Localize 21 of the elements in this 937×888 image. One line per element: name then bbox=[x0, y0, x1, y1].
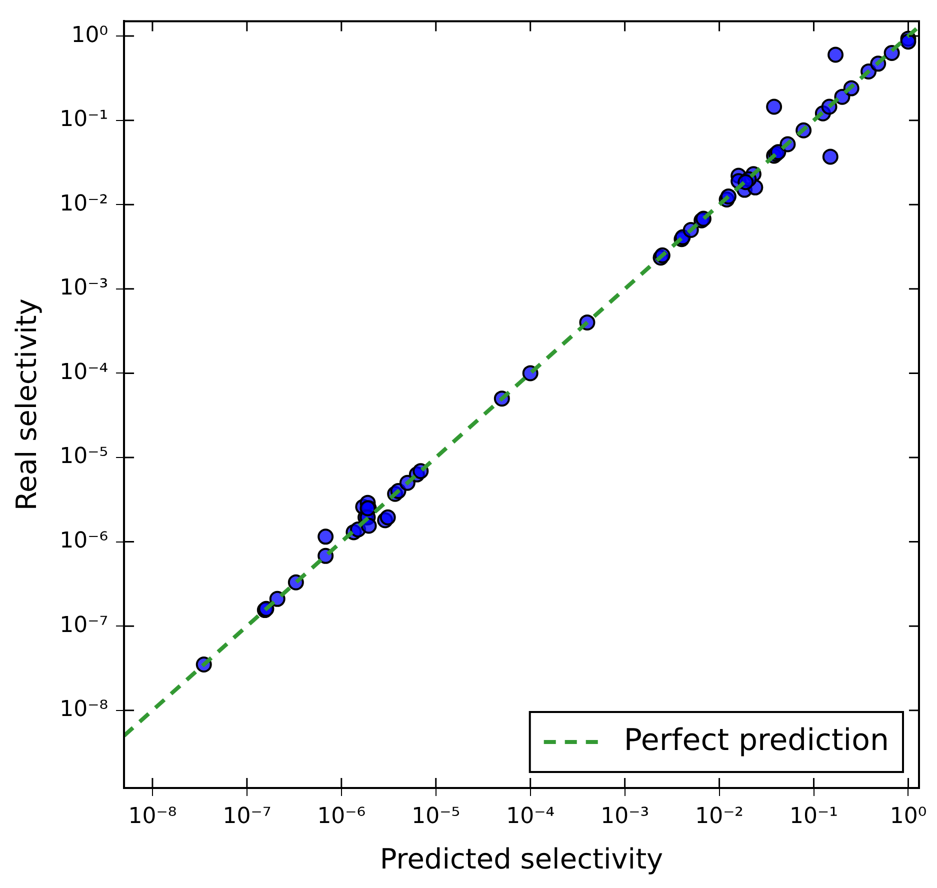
x-axis-title: Predicted selectivity bbox=[380, 842, 664, 876]
y-axis-title: Real selectivity bbox=[10, 298, 44, 511]
y-tick-label: 10⁻⁵ bbox=[60, 444, 108, 470]
x-tick-label: 10⁻⁴ bbox=[506, 804, 555, 829]
y-tick-label: 10⁻² bbox=[60, 191, 108, 216]
x-tick-label: 10⁻⁷ bbox=[222, 804, 272, 829]
x-tick-label: 10⁻² bbox=[695, 804, 744, 829]
x-tick-label: 10⁻⁸ bbox=[128, 804, 177, 829]
y-tick-label: 10⁻³ bbox=[60, 276, 108, 301]
y-tick-label: 10⁻⁴ bbox=[60, 360, 108, 385]
x-tick-label: 10⁻⁶ bbox=[317, 804, 366, 829]
y-tick-label: 10⁻¹ bbox=[60, 107, 108, 132]
x-tick-label: 10⁻⁵ bbox=[412, 804, 460, 829]
y-tick-label: 10⁻⁸ bbox=[60, 697, 108, 722]
x-tick-label: 10⁻³ bbox=[600, 804, 650, 829]
y-tick-label: 10⁰ bbox=[71, 22, 108, 48]
x-tick-label: 10⁰ bbox=[890, 804, 927, 829]
x-tick-label: 10⁻¹ bbox=[790, 804, 838, 829]
y-tick-label: 10⁻⁷ bbox=[60, 612, 108, 638]
legend-label: Perfect prediction bbox=[624, 722, 890, 758]
y-tick-label: 10⁻⁶ bbox=[60, 528, 108, 554]
